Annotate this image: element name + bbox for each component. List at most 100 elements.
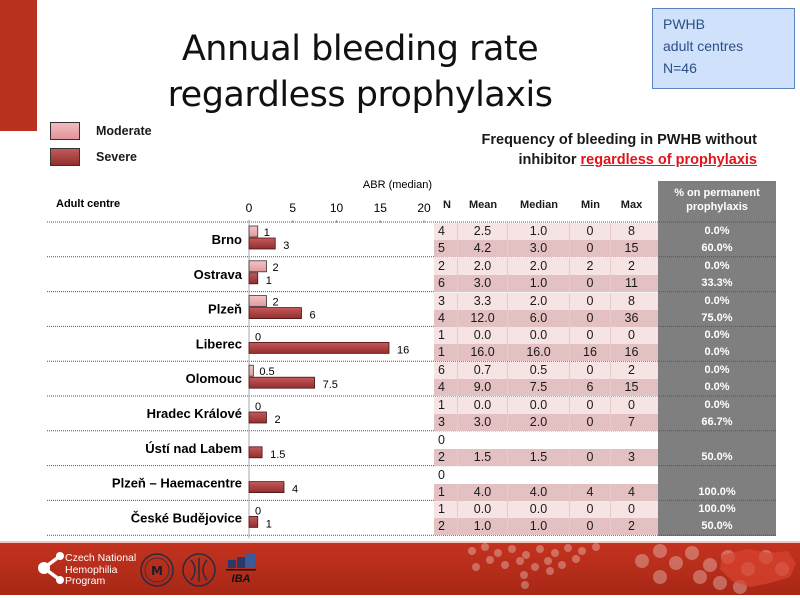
cell-mean: 3.0 xyxy=(458,414,508,431)
x-tick-label: 5 xyxy=(289,201,296,215)
cell-n: 1 xyxy=(436,344,458,362)
cell-median: 2.0 xyxy=(508,292,570,310)
table-row-moderate xyxy=(434,397,658,414)
cell-min: 2 xyxy=(570,257,611,275)
bar-moderate xyxy=(248,225,259,238)
category-label: Plzeň – Haemacentre xyxy=(112,476,242,491)
cell-max: 11 xyxy=(625,275,638,290)
table-row-severe xyxy=(434,483,658,501)
table-row-severe xyxy=(434,414,658,431)
cell-min: 0 xyxy=(570,518,611,536)
table-row-severe xyxy=(434,240,658,257)
cell-min: 0 xyxy=(570,240,611,257)
column-header-max: Max xyxy=(620,199,643,211)
cell-max: 7 xyxy=(628,415,635,429)
table-row-moderate xyxy=(434,292,658,310)
table-row-moderate xyxy=(434,327,658,345)
cell-n: 3 xyxy=(436,292,458,310)
data-label-severe: 16 xyxy=(397,344,409,356)
cell-median: 3.0 xyxy=(508,240,570,257)
column-header-n: N xyxy=(443,199,451,211)
table-row-moderate xyxy=(434,362,658,380)
cell-mean: 9.0 xyxy=(458,379,508,397)
cell-mean: 0.7 xyxy=(458,362,508,380)
table-row-moderate xyxy=(434,257,658,275)
footer-banner: M IBA Czech National Hemophilia Program xyxy=(0,543,800,595)
cell-min: 6 xyxy=(570,379,611,397)
cell-n: 0 xyxy=(438,467,445,482)
title-line-2: regardless prophylaxis xyxy=(167,75,553,115)
data-label-moderate: 0 xyxy=(255,401,261,413)
cell-median: 0.0 xyxy=(508,327,570,345)
cell-pct-prophylaxis: 33.3% xyxy=(701,276,733,289)
info-box-line: N=46 xyxy=(663,60,697,76)
cell-min: 0 xyxy=(570,362,611,380)
bar-moderate xyxy=(248,364,254,377)
cell-max: 2 xyxy=(628,363,635,378)
cell-max: 15 xyxy=(624,241,639,255)
cnhp-logo-icon xyxy=(38,552,64,584)
cell-pct-prophylaxis: 100.0% xyxy=(698,503,736,516)
cell-median: 0.0 xyxy=(508,397,570,414)
cell-pct-prophylaxis: 60.0% xyxy=(701,242,733,254)
data-label-severe: 6 xyxy=(310,310,316,322)
cnhp-logo-text: Czech National Hemophilia Program xyxy=(65,552,136,588)
data-label-severe: 7.5 xyxy=(323,379,338,391)
pct-header-line: prophylaxis xyxy=(686,201,748,213)
cell-pct-prophylaxis xyxy=(658,467,776,484)
table-row-severe xyxy=(434,379,658,397)
cell-max xyxy=(611,432,652,449)
czech-map-icon xyxy=(720,549,796,587)
cell-pct-prophylaxis: 0.0% xyxy=(704,381,730,394)
cell-max: 0 xyxy=(628,502,635,517)
info-box: PWHB adult centres N=46 xyxy=(652,8,795,89)
footer-divider xyxy=(0,541,800,543)
medical-faculty-seal-icon xyxy=(182,553,216,587)
cell-max: 2 xyxy=(628,258,635,273)
cell-max: 15 xyxy=(624,380,639,395)
cell-n: 2 xyxy=(436,518,458,536)
data-label-moderate: 1 xyxy=(264,227,270,239)
cell-max: 8 xyxy=(628,293,635,308)
bar-moderate xyxy=(248,295,267,307)
pct-column-background xyxy=(658,181,776,536)
x-tick-label: 20 xyxy=(417,201,431,215)
cell-max: 0 xyxy=(628,398,635,412)
cell-min: 0 xyxy=(570,309,611,327)
bar-severe xyxy=(248,307,302,320)
cell-n: 6 xyxy=(436,362,458,380)
cell-pct-prophylaxis: 75.0% xyxy=(701,311,733,324)
pct-header: % on permanent prophylaxis xyxy=(658,186,776,214)
cell-min: 0 xyxy=(570,292,611,310)
table-row-moderate xyxy=(434,431,658,449)
bar-severe xyxy=(248,446,263,459)
cell-n: 1 xyxy=(436,483,458,501)
table-subtitle: Frequency of bleeding in PWHB without in… xyxy=(482,130,758,170)
cell-median: 0.5 xyxy=(508,362,570,380)
cell-pct-prophylaxis: 0.0% xyxy=(704,259,730,272)
category-label: Brno xyxy=(212,232,242,247)
cell-mean xyxy=(458,432,508,449)
cell-min: 0 xyxy=(570,397,611,414)
bar-severe xyxy=(248,481,285,494)
cell-mean: 1.0 xyxy=(458,518,508,536)
legend-label: Moderate xyxy=(96,124,152,138)
cell-mean: 0.0 xyxy=(458,327,508,345)
cell-median xyxy=(508,432,570,449)
category-label: Ostrava xyxy=(194,267,243,282)
table-row-severe xyxy=(434,518,658,536)
cell-n: 1 xyxy=(436,397,458,414)
cell-min: 4 xyxy=(570,483,611,501)
cell-mean: 3.3 xyxy=(458,292,508,310)
cell-median xyxy=(508,467,570,484)
info-box-line: PWHB xyxy=(663,16,705,32)
cell-max: 2 xyxy=(628,519,635,534)
data-label-moderate: 0 xyxy=(255,505,261,517)
cell-pct-prophylaxis: 0.0% xyxy=(704,346,730,359)
org-name-line: Program xyxy=(65,575,106,587)
cell-mean: 1.5 xyxy=(458,448,508,466)
x-axis-title: ABR (median) xyxy=(363,179,432,191)
cell-pct-prophylaxis: 0.0% xyxy=(704,364,730,377)
cell-max: 16 xyxy=(624,345,639,360)
decorative-red-tab xyxy=(0,0,37,131)
